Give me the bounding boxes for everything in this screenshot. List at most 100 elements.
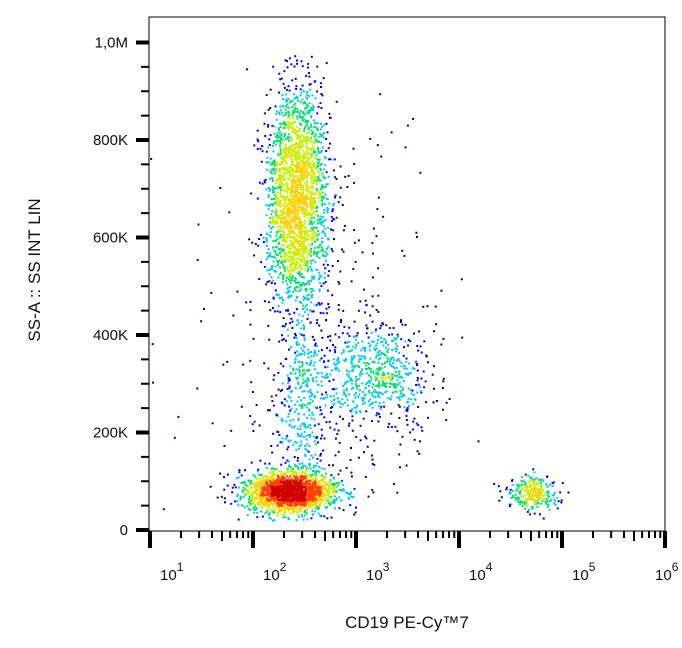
- event-point: [303, 500, 306, 503]
- event-point: [328, 494, 330, 497]
- event-point: [310, 109, 313, 112]
- event-point: [329, 335, 332, 337]
- event-point: [298, 112, 301, 115]
- event-point: [278, 167, 281, 170]
- event-point: [315, 469, 318, 472]
- event-point: [337, 397, 339, 400]
- event-point: [284, 124, 287, 127]
- event-point: [270, 282, 273, 284]
- event-point: [285, 181, 288, 184]
- event-point: [295, 308, 298, 311]
- event-point: [315, 500, 318, 503]
- event-point: [299, 100, 302, 103]
- event-point: [271, 489, 274, 492]
- event-point: [390, 412, 393, 415]
- event-point: [275, 161, 278, 164]
- event-point: [319, 496, 322, 499]
- event-point: [303, 435, 305, 438]
- event-point: [300, 285, 302, 288]
- event-point: [286, 268, 289, 271]
- event-point: [301, 226, 303, 229]
- event-point: [391, 357, 394, 359]
- event-point: [298, 343, 300, 346]
- event-point: [308, 109, 311, 112]
- event-point: [288, 126, 291, 128]
- event-point: [293, 205, 296, 207]
- event-point: [308, 368, 311, 371]
- event-point: [362, 417, 365, 420]
- event-point: [301, 196, 303, 199]
- event-point: [419, 171, 422, 174]
- event-point: [317, 190, 320, 193]
- event-point: [296, 296, 299, 298]
- event-point: [312, 202, 315, 205]
- event-point: [265, 244, 268, 247]
- event-point: [321, 231, 324, 234]
- event-point: [299, 274, 302, 277]
- event-point: [309, 388, 312, 391]
- event-point: [399, 395, 402, 398]
- event-point: [293, 191, 296, 194]
- event-point: [310, 156, 312, 159]
- event-point: [310, 115, 312, 118]
- event-point: [296, 161, 299, 163]
- event-point: [323, 495, 326, 497]
- event-point: [305, 494, 308, 497]
- event-point: [286, 328, 289, 331]
- event-point: [518, 491, 521, 494]
- event-point: [412, 394, 415, 396]
- event-point: [340, 499, 343, 502]
- event-point: [313, 173, 316, 176]
- event-point: [210, 291, 213, 294]
- event-point: [302, 276, 305, 279]
- event-point: [306, 261, 309, 264]
- event-point: [325, 171, 328, 174]
- event-point: [385, 342, 387, 344]
- event-point: [279, 271, 282, 274]
- event-point: [520, 495, 523, 497]
- event-point: [309, 212, 312, 215]
- event-point: [401, 323, 404, 326]
- event-point: [291, 194, 294, 197]
- event-point: [279, 192, 282, 195]
- event-point: [281, 216, 284, 219]
- event-point: [289, 239, 292, 242]
- event-point: [309, 200, 312, 203]
- event-point: [319, 169, 322, 172]
- event-point: [298, 139, 301, 142]
- event-point: [282, 473, 285, 476]
- event-point: [299, 243, 302, 246]
- event-point: [294, 131, 297, 134]
- event-point: [358, 366, 360, 369]
- event-point: [380, 405, 383, 408]
- event-point: [306, 252, 309, 255]
- event-point: [281, 158, 284, 161]
- event-point: [290, 399, 293, 402]
- event-point: [371, 305, 374, 308]
- event-point: [323, 360, 325, 363]
- event-point: [302, 308, 305, 311]
- event-point: [335, 499, 338, 501]
- event-point: [294, 182, 297, 185]
- event-point: [269, 478, 272, 481]
- event-point: [294, 332, 297, 335]
- event-point: [311, 148, 314, 151]
- event-point: [290, 148, 293, 151]
- event-point: [250, 479, 253, 482]
- event-point: [324, 391, 327, 394]
- event-point: [323, 276, 326, 279]
- event-point: [173, 436, 176, 439]
- event-point: [285, 183, 288, 186]
- event-point: [257, 140, 260, 143]
- event-point: [282, 456, 285, 459]
- event-point: [539, 497, 542, 499]
- event-point: [378, 413, 381, 416]
- event-point: [390, 378, 393, 381]
- event-point: [325, 482, 328, 485]
- event-point: [351, 368, 354, 371]
- event-point: [313, 216, 315, 219]
- event-point: [251, 497, 254, 500]
- event-point: [302, 378, 305, 381]
- event-point: [285, 251, 288, 254]
- event-point: [303, 118, 306, 121]
